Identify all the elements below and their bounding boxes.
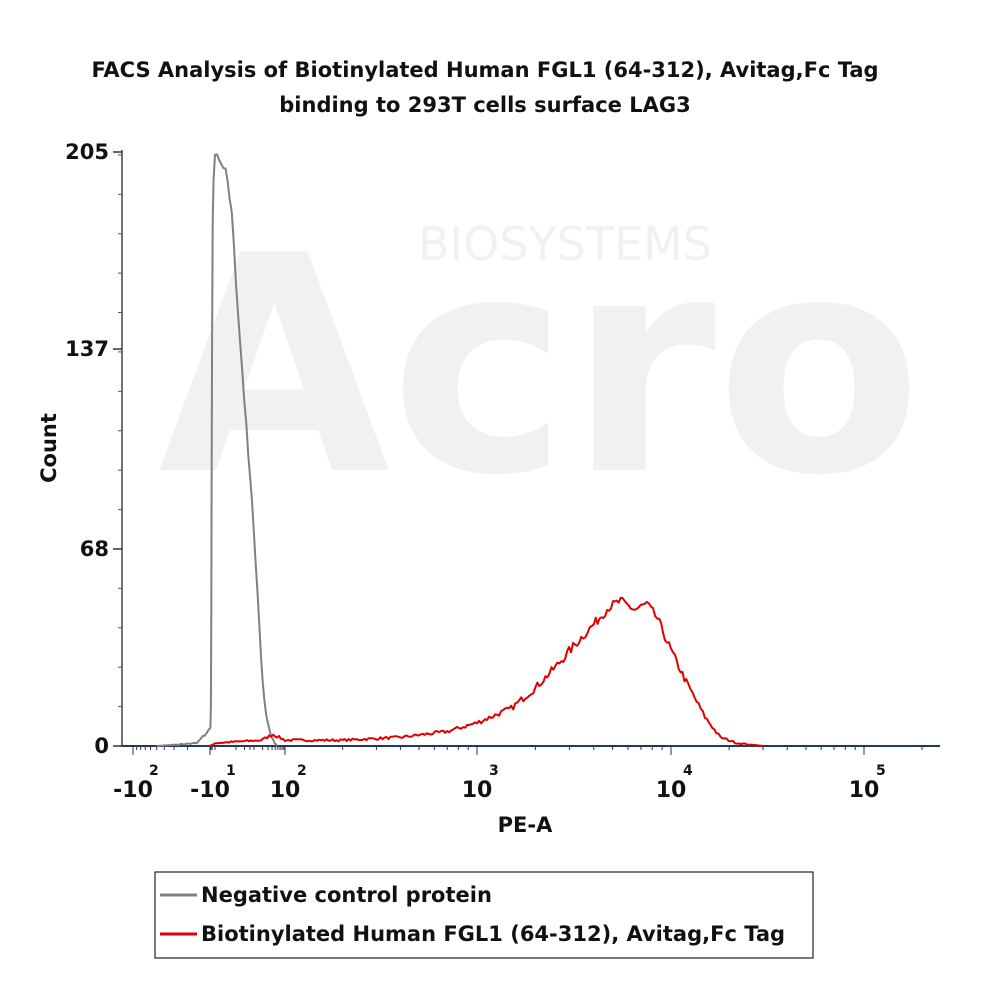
y-major-ticks: 205 137 68 0	[65, 140, 122, 758]
x-tick-label-exponent: 2	[297, 763, 307, 779]
x-tick-label-base: -10	[113, 778, 153, 803]
x-tick-label-base: 10	[270, 778, 301, 803]
y-axis-label: Count	[37, 413, 61, 483]
x-axis-label: PE-A	[498, 813, 553, 837]
x-tick-label-exponent: 4	[683, 763, 693, 779]
series-layer	[156, 153, 764, 747]
y-tick-label: 137	[65, 337, 109, 361]
y-tick-label: 68	[80, 537, 109, 561]
x-tick-label-exponent: 5	[876, 763, 886, 779]
x-tick-label-exponent: 3	[489, 763, 499, 779]
x-tick-label-base: 10	[656, 778, 687, 803]
x-tick-label-base: 10	[849, 778, 880, 803]
x-tick-label-exponent: 2	[149, 763, 159, 779]
y-tick-label: 205	[65, 140, 109, 164]
watermark: BIOSYSTEMS Acro	[158, 192, 922, 541]
series-line-fgl1	[209, 596, 764, 747]
watermark-text: BIOSYSTEMS	[418, 217, 712, 271]
legend-label-negative-control: Negative control protein	[201, 883, 492, 907]
x-tick-label-base: -10	[190, 778, 230, 803]
x-tick-label-base: 10	[462, 778, 493, 803]
chart-title-line-1: FACS Analysis of Biotinylated Human FGL1…	[91, 58, 878, 82]
x-tick-label-exponent: 1	[226, 763, 236, 779]
series-line-negative-control	[156, 153, 279, 747]
chart-title-line-2: binding to 293T cells surface LAG3	[279, 93, 690, 117]
y-tick-label: 0	[94, 734, 109, 758]
watermark-logo: Acro	[158, 192, 922, 541]
legend-label-fgl1: Biotinylated Human FGL1 (64-312), Avitag…	[201, 922, 785, 946]
legend: Negative control protein Biotinylated Hu…	[154, 871, 814, 959]
legend-box	[154, 871, 814, 959]
